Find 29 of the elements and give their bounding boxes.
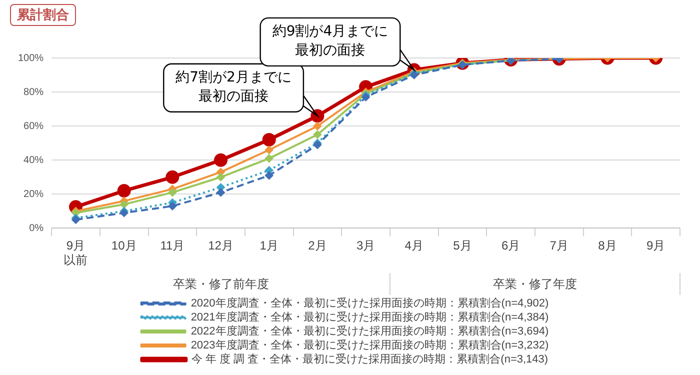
annotation: 約7割が2月までに最初の面接 <box>176 70 292 105</box>
y-tick-label: 80% <box>24 86 44 98</box>
y-tick-label: 40% <box>24 154 44 166</box>
y-tick-label: 100% <box>18 52 44 64</box>
x-tick-label: 10月 <box>111 238 137 253</box>
annotation: 約9割が4月までに最初の面接 <box>272 24 388 59</box>
x-tick-label: 9月以前 <box>64 238 88 268</box>
text: 卒業・修了年度 <box>492 277 577 292</box>
x-tick-label: 6月 <box>501 238 520 253</box>
legend-label: 今 年 度 調 査・全体・最初に受けた採用面接の時期：累積割合(n=3,143) <box>191 352 548 366</box>
legend-label: 2022年度調査・全体・最初に受けた採用面接の時期：累積割合(n=3,694) <box>190 324 549 338</box>
x-tick-label: 3月 <box>356 238 376 253</box>
x-tick-label: 2月 <box>308 238 327 253</box>
y-tick-label: 60% <box>24 120 44 132</box>
x-tick-label: 11月 <box>160 238 185 253</box>
legend-label: 2020年度調査・全体・最初に受けた採用面接の時期：累積割合(n=4,902) <box>190 296 549 310</box>
legend-label: 2021年度調査・全体・最初に受けた採用面接の時期：累積割合(n=4,384) <box>190 310 549 324</box>
x-tick-label: 12月 <box>208 238 234 253</box>
y-tick-label: 0% <box>29 222 44 234</box>
x-tick-label: 4月 <box>404 238 424 253</box>
x-tick-label: 5月 <box>453 238 472 253</box>
x-tick-label: 9月 <box>646 238 666 253</box>
legend-label: 2023年度調査・全体・最初に受けた採用面接の時期：累積割合(n=3,232) <box>190 338 549 352</box>
text: 卒業・修了前年度 <box>172 277 269 292</box>
y-tick-label: 20% <box>24 188 44 200</box>
chart-title: 累計割合 <box>10 4 76 26</box>
x-tick-label: 8月 <box>598 238 617 253</box>
x-tick-label: 1月 <box>260 238 278 253</box>
x-tick-label: 7月 <box>550 238 568 253</box>
